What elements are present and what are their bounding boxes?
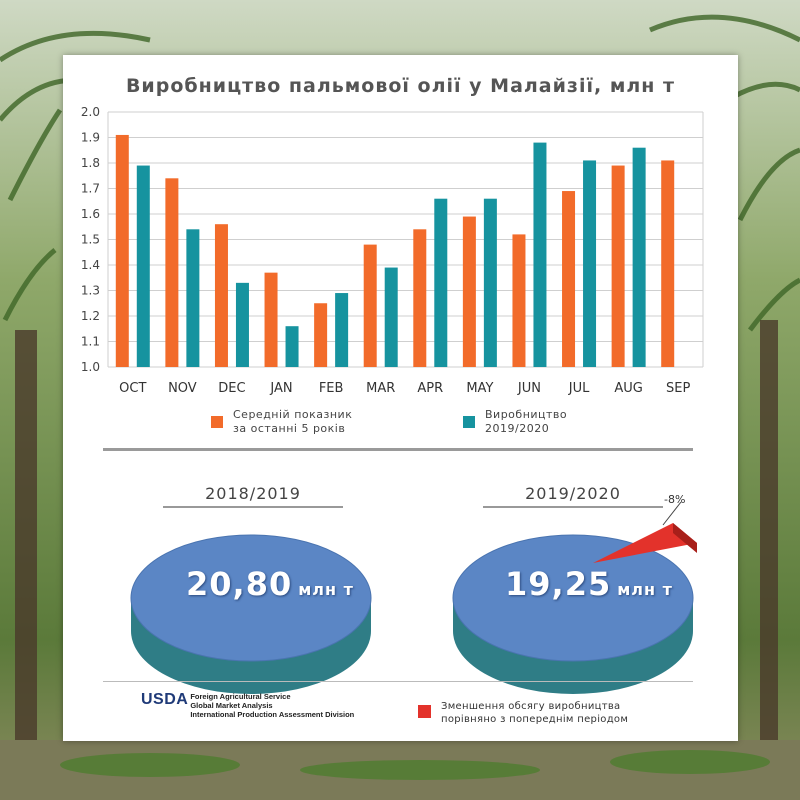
pie-2019-2020-top [452, 534, 694, 662]
x-tick-label: APR [417, 381, 443, 396]
y-tick-label: 1.6 [81, 207, 100, 221]
y-tick-label: 1.8 [81, 156, 100, 170]
source-line-3: International Production Assessment Divi… [190, 710, 355, 719]
bar-avg-oct [115, 134, 129, 367]
legend-prod-line1: Виробництво [485, 408, 568, 421]
legend-avg: Середній показник за останні 5 років [211, 408, 352, 436]
legend-avg-swatch [211, 416, 223, 428]
x-tick-label: JAN [269, 381, 292, 396]
legend-avg-line1: Середній показник [233, 408, 353, 421]
pie-2018-2019 [130, 534, 372, 694]
x-tick-label: JUN [517, 381, 541, 396]
pie-value-2018-2019: 20,80 млн т [186, 565, 354, 603]
section-divider [103, 448, 693, 451]
bar-prod-aug [632, 147, 646, 367]
source-line-2: Global Market Analysis [190, 701, 273, 710]
bar-prod-may [483, 198, 497, 367]
x-tick-label: DEC [218, 381, 245, 396]
pie-2019-2020 [452, 501, 697, 694]
legend-avg-line2: за останні 5 років [233, 422, 346, 435]
bar-avg-feb [314, 303, 328, 367]
pie-value-unit: млн т [298, 580, 354, 599]
x-tick-label: OCT [119, 381, 146, 396]
pie-title-2018-2019: 2018/2019 [163, 484, 343, 508]
y-tick-label: 1.1 [81, 335, 100, 349]
x-tick-label: JUL [568, 381, 590, 396]
y-tick-label: 1.0 [81, 360, 100, 374]
usda-source: USDA Foreign Agricultural Service Global… [141, 691, 355, 720]
x-tick-label: NOV [168, 381, 197, 396]
bar-prod-oct [136, 165, 150, 367]
bar-prod-jul [583, 160, 597, 367]
pie-title-2019-2020: 2019/2020 [483, 484, 663, 508]
y-tick-label: 1.3 [81, 284, 100, 298]
source-line-1: Foreign Agricultural Service [190, 692, 291, 701]
bar-avg-jun [512, 234, 526, 367]
y-tick-label: 1.9 [81, 131, 100, 145]
pie-slice-decrease [593, 523, 697, 563]
bar-avg-nov [165, 178, 179, 367]
x-tick-label: AUG [614, 381, 642, 396]
legend-prod-swatch [463, 416, 475, 428]
footer-divider [103, 681, 693, 682]
legend-decrease-line2: порівняно з попереднім періодом [441, 714, 629, 725]
bar-prod-apr [434, 198, 448, 367]
bar-prod-feb [335, 293, 349, 367]
infographic-card: Виробництво пальмової олії у Малайзії, м… [63, 55, 738, 741]
pie-value-number: 20,80 [186, 565, 293, 603]
pie-value-number: 19,25 [505, 565, 612, 603]
bar-avg-apr [413, 229, 427, 367]
legend-decrease-swatch [418, 705, 431, 718]
x-tick-label: SEP [666, 381, 690, 396]
y-tick-label: 1.2 [81, 309, 100, 323]
chart-title: Виробництво пальмової олії у Малайзії, м… [125, 75, 676, 97]
legend-prod-line2: 2019/2020 [485, 422, 550, 435]
y-tick-label: 1.5 [81, 233, 100, 247]
bar-avg-jul [562, 191, 576, 367]
bar-prod-jan [285, 326, 299, 367]
bar-avg-dec [214, 224, 228, 367]
decrease-leader-line [662, 501, 682, 526]
decrease-percent-label: -8% [664, 493, 686, 506]
y-tick-label: 1.7 [81, 182, 100, 196]
x-tick-label: MAY [466, 381, 493, 396]
y-tick-label: 1.4 [81, 258, 100, 272]
bar-prod-jun [533, 142, 547, 367]
bar-avg-mar [363, 244, 377, 367]
bar-avg-jan [264, 272, 278, 367]
legend-prod: Виробництво 2019/2020 [463, 408, 567, 436]
y-tick-label: 2.0 [81, 105, 100, 119]
bar-prod-mar [384, 267, 398, 367]
usda-logo: USDA [141, 691, 189, 708]
bar-chart: 1.0 1.1 1.2 1.3 1.4 1.5 1.6 1.7 1.8 1.9 2.0 OCT NOV D… [81, 105, 704, 396]
legend-decrease: Зменшення обсягу виробництва порівняно з… [418, 700, 628, 726]
bar-avg-may [462, 216, 476, 367]
pie-value-2019-2020: 19,25 млн т [505, 565, 673, 603]
bar-prod-dec [235, 282, 249, 367]
legend-decrease-line1: Зменшення обсягу виробництва [441, 701, 621, 712]
x-tick-label: MAR [366, 381, 395, 396]
pie-slice-decrease-side [673, 523, 697, 553]
bar-prod-nov [186, 229, 200, 367]
bar-avg-aug [611, 165, 625, 367]
pie-2018-2019-top [130, 534, 372, 662]
x-tick-label: FEB [319, 381, 344, 396]
bar-avg-sep [661, 160, 675, 367]
pie-value-unit: млн т [617, 580, 673, 599]
pie-charts [130, 501, 697, 694]
